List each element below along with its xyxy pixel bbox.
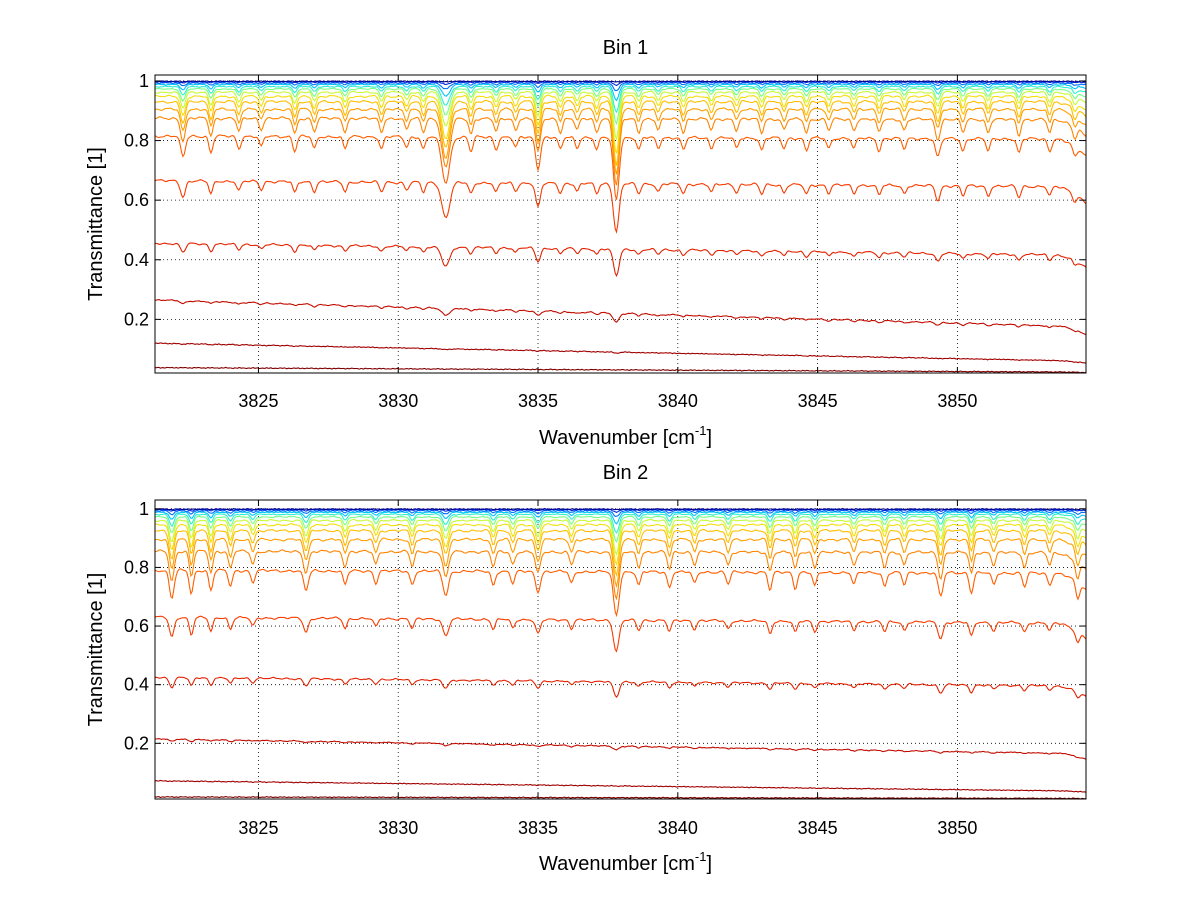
y-tick-label: 0.2	[124, 309, 149, 329]
x-axis-label: Wavenumber [cm-1]	[539, 849, 712, 875]
x-tick-label: 3830	[378, 391, 418, 411]
x-tick-label: 3850	[937, 818, 977, 838]
spectrum-line	[155, 90, 1086, 141]
x-axis-label-main: Wavenumber [cm	[539, 427, 695, 449]
spectrum-line	[155, 366, 1086, 373]
spectrum-line	[155, 85, 1086, 114]
spectrum-line	[155, 549, 1086, 601]
spectrum-line	[155, 515, 1086, 544]
spectrum-line	[155, 779, 1086, 793]
y-tick-label: 0.4	[124, 675, 149, 695]
chart-bin-2: 3825 3830 3835 3840 3845 3850 0.2 0.4 0.6 0.8 1 Bin…	[85, 462, 1087, 875]
axes-box	[154, 499, 1087, 800]
x-axis-label-superscript: -1	[695, 423, 707, 438]
spectrum-line	[155, 568, 1086, 618]
chart-title: Bin 1	[603, 37, 649, 59]
x-tick-label: 3835	[518, 818, 558, 838]
y-tick-label: 0.6	[124, 616, 149, 636]
x-tick-label: 3840	[658, 818, 698, 838]
y-tick-label: 1	[139, 499, 149, 519]
spectrum-line	[155, 83, 1086, 102]
spectra-lines	[155, 80, 1086, 373]
spectrum-line	[155, 518, 1086, 556]
x-tick-label: 3845	[798, 818, 838, 838]
spectrum-line	[155, 242, 1086, 278]
spectrum-line	[155, 537, 1086, 589]
y-axis-label: Transmittance [1]	[85, 147, 107, 301]
x-tick-label: 3835	[518, 391, 558, 411]
x-axis-label-suffix: ]	[706, 853, 712, 875]
spectrum-line	[155, 81, 1086, 92]
x-axis-label-superscript: -1	[695, 849, 707, 864]
y-tick-label: 0.6	[124, 190, 149, 210]
x-tick-label: 3825	[238, 391, 278, 411]
spectrum-line	[155, 795, 1086, 799]
x-tick-label: 3845	[798, 391, 838, 411]
spectrum-line	[155, 513, 1086, 534]
x-axis-label-main: Wavenumber [cm	[539, 853, 695, 875]
y-tick-label: 0.8	[124, 557, 149, 577]
y-tick-label: 0.4	[124, 250, 149, 270]
spectrum-line	[155, 299, 1086, 336]
spectrum-line	[155, 134, 1086, 200]
spectrum-line	[155, 507, 1086, 511]
spectrum-line	[155, 676, 1086, 699]
x-tick-label: 3830	[378, 818, 418, 838]
spectrum-line	[155, 342, 1086, 364]
spectrum-line	[155, 528, 1086, 578]
spectrum-line	[155, 511, 1086, 525]
y-tick-label: 0.2	[124, 733, 149, 753]
chart-bin-1: 3825 3830 3835 3840 3845 3850 0.2 0.4 0.6 0.8 1 Bin…	[85, 37, 1087, 449]
spectrum-line	[155, 87, 1086, 126]
y-tick-label: 1	[139, 71, 149, 91]
y-tick-label: 0.8	[124, 131, 149, 151]
x-axis-label-suffix: ]	[706, 427, 712, 449]
x-tick-label: 3850	[937, 391, 977, 411]
spectrum-line	[155, 615, 1086, 653]
axes-box	[154, 74, 1087, 374]
plot-area	[155, 500, 1086, 799]
spectrum-line	[155, 107, 1086, 175]
spectra-lines	[155, 507, 1086, 799]
x-axis-label: Wavenumber [cm-1]	[539, 423, 712, 449]
spectrum-line	[155, 509, 1086, 517]
chart-title: Bin 2	[603, 462, 649, 484]
spectrum-line	[155, 116, 1086, 186]
spectrum-line	[155, 94, 1086, 154]
x-tick-label: 3825	[238, 818, 278, 838]
spectrum-line	[155, 80, 1086, 83]
spectrum-line	[155, 738, 1086, 760]
x-tick-label: 3840	[658, 391, 698, 411]
spectrum-line	[155, 179, 1086, 234]
y-axis-label: Transmittance [1]	[85, 573, 107, 727]
spectrum-line	[155, 523, 1086, 566]
